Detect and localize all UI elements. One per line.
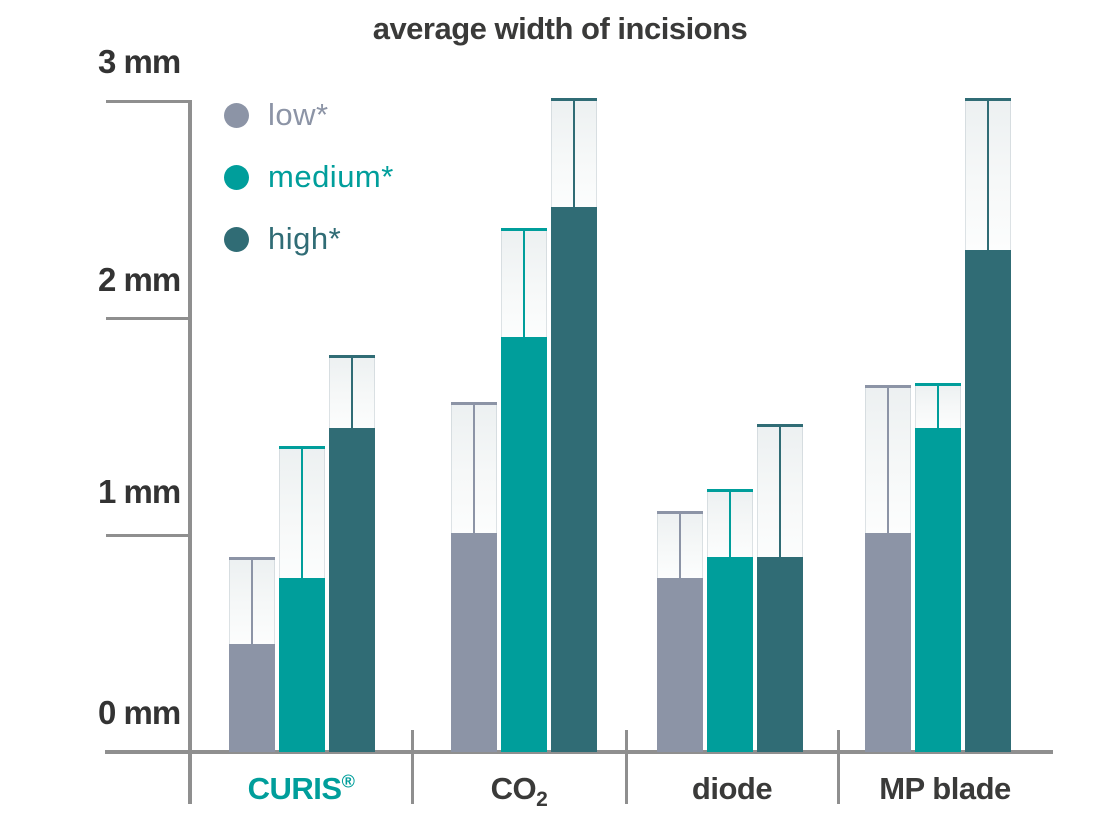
- bar-co2-high: [551, 206, 597, 752]
- error-bar-curis-high: [329, 354, 375, 429]
- legend-item-high: high*: [224, 221, 394, 257]
- error-whisker-curis-high: [351, 354, 353, 429]
- bar-mp-blade-medium: [915, 428, 961, 752]
- error-bar-diode-high: [757, 424, 803, 557]
- legend-item-medium: medium*: [224, 159, 394, 195]
- x-axis-label-co2: CO2: [490, 771, 548, 812]
- x-axis-label-mp-blade: MP blade: [879, 771, 1011, 806]
- error-cap-curis-low: [229, 556, 275, 560]
- error-whisker-co2-low: [473, 402, 475, 533]
- category-separator: [625, 730, 628, 804]
- bar-diode-high: [757, 556, 803, 752]
- x-axis-label-curis: CURIS®: [247, 771, 355, 806]
- error-cap-diode-high: [757, 424, 803, 428]
- bar-co2-medium: [501, 337, 547, 752]
- bar-curis-low: [229, 643, 275, 752]
- category-separator: [411, 730, 414, 804]
- bar-co2-low: [451, 532, 497, 752]
- error-cap-mp-blade-medium: [915, 382, 961, 386]
- legend-dot-medium: [224, 164, 249, 190]
- error-cap-co2-high: [551, 98, 597, 102]
- error-cap-mp-blade-high: [965, 98, 1011, 102]
- error-cap-co2-low: [451, 402, 497, 406]
- error-whisker-diode-low: [679, 510, 681, 579]
- error-bar-diode-medium: [707, 489, 753, 557]
- chart-title: average width of incisions: [372, 11, 748, 46]
- error-cap-mp-blade-low: [865, 384, 911, 388]
- error-whisker-co2-high: [573, 98, 575, 207]
- error-whisker-diode-high: [779, 424, 781, 557]
- legend-dot-low: [224, 102, 249, 128]
- error-whisker-curis-medium: [301, 445, 303, 579]
- error-bar-co2-high: [551, 98, 597, 207]
- y-tick-3mm: [106, 100, 190, 103]
- error-bar-curis-low: [229, 556, 275, 644]
- error-cap-co2-medium: [501, 228, 547, 232]
- category-separator: [837, 730, 840, 804]
- y-tick-2mm: [106, 317, 190, 320]
- y-axis-label-3mm: 3 mm: [98, 43, 181, 80]
- error-bar-curis-medium: [279, 445, 325, 579]
- legend-item-low: low*: [224, 97, 394, 133]
- legend-label-high: high*: [268, 221, 342, 256]
- error-whisker-mp-blade-medium: [937, 382, 939, 429]
- bar-curis-high: [329, 428, 375, 752]
- y-tick-1mm: [106, 534, 190, 537]
- error-bar-mp-blade-high: [965, 98, 1011, 251]
- error-whisker-diode-medium: [729, 489, 731, 557]
- x-axis-label-diode: diode: [691, 771, 773, 806]
- error-cap-curis-medium: [279, 445, 325, 449]
- bar-mp-blade-low: [865, 532, 911, 752]
- error-bar-co2-low: [451, 402, 497, 533]
- error-bar-mp-blade-low: [865, 384, 911, 533]
- error-bar-co2-medium: [501, 228, 547, 338]
- x-axis-baseline: [105, 750, 1053, 754]
- bar-mp-blade-high: [965, 250, 1011, 752]
- error-cap-diode-low: [657, 510, 703, 514]
- error-cap-curis-high: [329, 354, 375, 358]
- bar-curis-medium: [279, 578, 325, 752]
- error-whisker-curis-low: [251, 556, 253, 644]
- legend: low* medium* high*: [224, 97, 394, 283]
- error-whisker-mp-blade-high: [987, 98, 989, 251]
- error-whisker-mp-blade-low: [887, 384, 889, 533]
- error-bar-diode-low: [657, 510, 703, 579]
- y-axis-label-2mm: 2 mm: [98, 261, 181, 298]
- error-whisker-co2-medium: [523, 228, 525, 338]
- error-cap-diode-medium: [707, 489, 753, 493]
- y-axis-label-0mm: 0 mm: [98, 694, 181, 731]
- y-axis-label-1mm: 1 mm: [98, 473, 181, 510]
- legend-label-low: low*: [268, 97, 329, 132]
- error-bar-mp-blade-medium: [915, 382, 961, 429]
- y-axis-line: [188, 100, 192, 804]
- bar-diode-medium: [707, 556, 753, 752]
- bar-diode-low: [657, 578, 703, 752]
- legend-dot-high: [224, 226, 249, 252]
- legend-label-medium: medium*: [268, 159, 394, 194]
